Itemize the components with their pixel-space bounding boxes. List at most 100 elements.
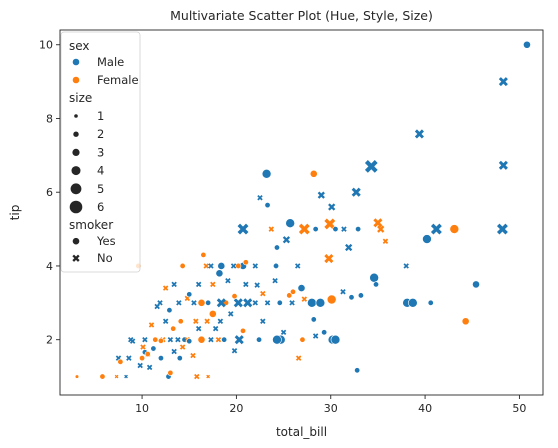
plot-area: 10 20 30 40 50 2 4 6 8 10 [39,29,544,415]
data-point [315,298,326,308]
x-tick-label: 10 [135,402,149,415]
data-point [179,344,186,350]
data-point [289,300,295,306]
legend-marker [72,254,80,262]
data-point [137,362,143,369]
x-tick-label: 40 [418,402,432,415]
data-point [268,226,275,232]
data-point [193,318,199,324]
legend-label: 6 [97,200,104,214]
data-point [317,191,325,199]
data-point [170,325,177,332]
legend-marker [72,148,80,156]
data-point [231,293,238,300]
data-point [321,329,328,336]
data-point [272,334,282,345]
data-point [195,325,202,332]
data-point [430,223,442,235]
data-point [167,336,174,343]
data-point [264,202,271,209]
data-point [171,281,177,288]
data-point [148,322,155,328]
data-point [129,338,136,344]
data-point [282,236,291,244]
legend-title: sex [69,39,90,53]
data-point [146,364,153,371]
chart-title: Multivariate Scatter Plot (Hue, Style, S… [170,8,433,23]
data-point [195,281,202,288]
data-point [191,300,197,306]
legend-label: 1 [97,109,104,123]
data-point [290,288,297,295]
data-point [357,292,364,299]
data-point [215,269,224,278]
legend-marker [74,114,78,118]
data-point [297,284,306,292]
data-point [369,272,379,283]
data-point [340,289,346,295]
y-tick-label: 10 [39,39,53,52]
data-point [286,292,293,299]
data-point [414,129,424,139]
data-point [354,367,361,374]
data-point [233,298,243,308]
data-point [523,40,531,49]
data-point [99,373,106,380]
data-point [326,294,337,305]
data-point [142,336,148,343]
data-point [152,336,159,343]
legend-label: 3 [97,145,104,159]
data-point [373,218,383,228]
x-axis-label: total_bill [276,425,327,439]
data-point [257,195,263,201]
data-point [377,225,385,233]
legend: sex Male Female size 1 2 3 4 5 6 smoker Yes No [60,31,141,273]
data-point [217,262,226,270]
data-point [295,263,301,269]
y-tick-label: 4 [46,260,53,273]
data-point [186,291,193,298]
data-point [382,238,389,244]
legend-label: Male [97,55,124,69]
data-point [126,355,132,361]
x-tick-label: 50 [512,402,526,415]
legend-marker [70,183,82,195]
legend-label: 2 [97,127,104,141]
data-point [228,311,234,317]
data-point [261,168,272,179]
data-point [427,299,434,306]
data-point [312,226,319,233]
data-point [273,262,280,269]
data-point [171,348,177,355]
data-point [215,336,222,343]
data-point [208,309,217,318]
data-point [139,355,146,362]
legend-marker [73,131,79,137]
data-point [212,325,219,332]
data-point [403,263,409,269]
data-point [298,223,310,235]
data-point [234,335,244,345]
legend-title: size [69,91,92,105]
y-tick-label: 8 [46,112,53,125]
data-point [285,218,295,228]
data-point [197,298,206,307]
data-point [324,254,334,264]
data-point [364,160,378,173]
data-point [307,298,317,308]
x-tick-label: 30 [324,402,338,415]
data-point [324,218,336,230]
data-point [310,316,317,323]
data-point [299,336,306,343]
data-point [150,345,157,352]
data-point [472,280,480,289]
data-point [408,298,418,308]
data-point [186,338,193,345]
data-point [206,374,210,379]
data-point [197,335,206,344]
data-point [140,344,146,350]
data-point [254,282,260,288]
data-point [422,234,432,244]
data-point [273,244,280,251]
data-point [341,226,347,232]
